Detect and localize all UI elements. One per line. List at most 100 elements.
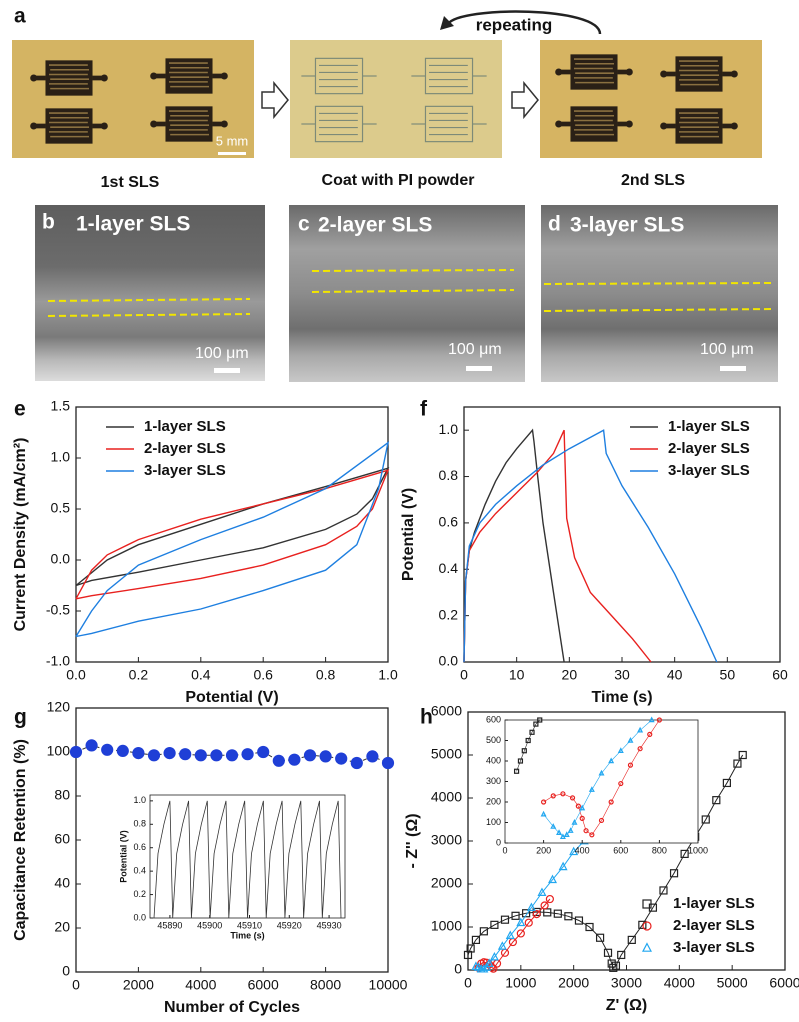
- marker: [627, 737, 634, 743]
- marker: [583, 828, 589, 834]
- marker: [701, 815, 710, 824]
- x-tick-label: 8000: [310, 977, 341, 993]
- process-arrow: [511, 80, 539, 120]
- marker: [579, 804, 586, 811]
- x-tick-label: 1.0: [378, 667, 398, 683]
- x-tick-label: 4000: [185, 977, 216, 993]
- marker: [647, 731, 653, 737]
- marker: [569, 846, 579, 856]
- marker: [540, 810, 547, 817]
- y-tick-label: 0.0: [51, 551, 71, 567]
- panel-letter: e: [14, 398, 26, 421]
- marker: [559, 833, 566, 840]
- marker: [603, 948, 613, 957]
- marker: [366, 750, 379, 763]
- panel-letter: c: [298, 213, 310, 236]
- marker: [617, 950, 626, 960]
- marker: [335, 752, 348, 765]
- y-tick-label: 4000: [431, 789, 462, 805]
- marker: [532, 907, 541, 917]
- x-axis-title: Z' (Ω): [606, 997, 648, 1014]
- marker: [471, 935, 481, 945]
- x-tick-label: 0.4: [191, 667, 211, 683]
- legend-label: 2-layer SLS: [668, 440, 750, 457]
- x-tick-label: 0.8: [316, 667, 336, 683]
- y-tick-label: 1.5: [51, 398, 71, 414]
- series-line: [463, 428, 565, 663]
- legend-label: 2-layer SLS: [673, 917, 755, 934]
- y-tick-label: 80: [54, 787, 70, 803]
- x-tick-label: 0: [460, 667, 468, 683]
- y-tick-label: 6000: [431, 703, 462, 719]
- y-tick-label: 400: [486, 755, 501, 765]
- x-tick-label: 0: [464, 975, 472, 991]
- y-tick-label: 1.0: [133, 795, 146, 805]
- x-tick-label: 0.2: [129, 667, 149, 683]
- series-line: [463, 429, 652, 663]
- x-tick-label: 45930: [317, 920, 342, 930]
- marker: [642, 942, 652, 952]
- y-tick-label: 0.2: [133, 889, 146, 899]
- x-tick-label: 400: [575, 845, 590, 855]
- legend-label: 2-layer SLS: [144, 440, 226, 457]
- marker: [563, 831, 570, 837]
- x-tick-label: 45890: [157, 920, 182, 930]
- legend-label: 1-layer SLS: [144, 418, 226, 435]
- marker: [540, 901, 549, 910]
- marker: [588, 786, 595, 792]
- marker: [550, 793, 556, 799]
- plot-frame: [75, 406, 389, 663]
- y-tick-label: 1.0: [51, 449, 71, 465]
- x-axis-title: Time (s): [230, 930, 264, 940]
- panel-letter: d: [548, 213, 561, 236]
- x-tick-label: 200: [536, 845, 551, 855]
- marker: [529, 729, 535, 735]
- x-tick-label: 45900: [197, 920, 222, 930]
- series-line: [75, 467, 390, 587]
- marker: [194, 749, 207, 762]
- y-tick-label: 5000: [431, 746, 462, 762]
- x-axis-title: Number of Cycles: [164, 999, 300, 1016]
- marker: [571, 819, 578, 825]
- panel-letter: g: [14, 706, 27, 729]
- marker: [669, 869, 679, 878]
- y-tick-label: 0.2: [439, 606, 459, 622]
- marker: [550, 823, 557, 829]
- marker: [642, 899, 652, 909]
- marker: [574, 916, 584, 925]
- marker: [479, 927, 488, 936]
- marker: [147, 749, 161, 762]
- marker: [569, 795, 576, 801]
- y-tick-label: 200: [486, 796, 501, 806]
- x-tick-label: 0: [502, 845, 507, 855]
- marker: [712, 796, 721, 805]
- y-axis-title: Potential (V): [400, 488, 417, 581]
- y-tick-label: 0.8: [133, 819, 146, 829]
- marker: [598, 817, 605, 824]
- y-tick-label: 0.4: [133, 866, 146, 876]
- marker: [617, 747, 624, 753]
- y-tick-label: 120: [47, 699, 71, 715]
- y-tick-label: 0.8: [439, 467, 459, 483]
- marker: [642, 921, 652, 931]
- sem-title: 1-layer SLS: [76, 213, 190, 236]
- marker: [656, 717, 663, 723]
- y-tick-label: 0.6: [133, 842, 146, 852]
- x-tick-label: 2000: [123, 977, 154, 993]
- x-tick-label: 6000: [769, 975, 799, 991]
- marker: [722, 778, 731, 788]
- marker: [558, 861, 568, 871]
- marker: [585, 922, 594, 932]
- marker: [521, 748, 527, 754]
- marker: [575, 803, 581, 809]
- marker: [513, 768, 520, 774]
- y-tick-label: -1.0: [46, 653, 70, 669]
- repeat-label: repeating: [476, 15, 553, 34]
- marker: [608, 799, 614, 805]
- marker: [489, 951, 499, 961]
- marker: [609, 963, 618, 972]
- marker: [607, 959, 616, 968]
- sem-image: [541, 205, 778, 382]
- y-tick-label: 600: [486, 714, 501, 724]
- legend-label: 3-layer SLS: [144, 462, 226, 479]
